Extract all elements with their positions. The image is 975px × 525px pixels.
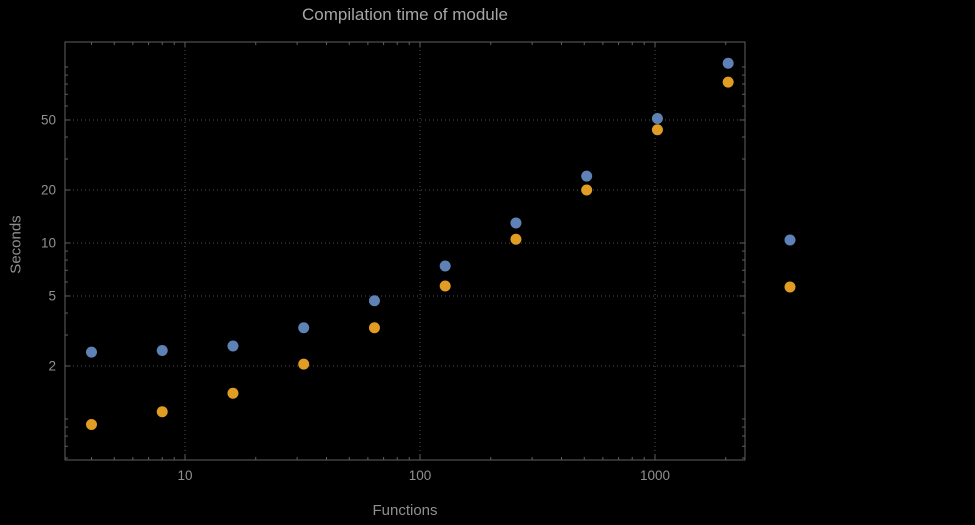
plot-frame <box>64 41 746 461</box>
data-point-blue <box>581 170 593 182</box>
data-point-orange <box>581 184 593 196</box>
data-point-blue <box>439 260 451 272</box>
data-point-orange <box>651 124 663 136</box>
y-tick-label: 10 <box>41 236 56 251</box>
data-point-orange <box>439 280 451 292</box>
x-tick-label: 100 <box>409 468 432 483</box>
legend-marker-blue <box>784 234 796 246</box>
data-point-blue <box>85 346 97 358</box>
data-point-blue <box>368 295 380 307</box>
chart-title: Compilation time of module <box>302 5 508 24</box>
data-point-blue <box>298 322 310 334</box>
x-tick-label: 1000 <box>640 468 670 483</box>
data-point-orange <box>156 406 168 418</box>
data-point-orange <box>227 387 239 399</box>
y-tick-label: 2 <box>48 359 56 374</box>
y-tick-label: 50 <box>41 112 56 127</box>
legend-marker-orange <box>784 281 796 293</box>
y-axis-label: Seconds <box>7 215 25 274</box>
data-point-blue <box>227 340 239 352</box>
data-point-blue <box>651 112 663 124</box>
data-point-orange <box>722 76 734 88</box>
data-point-blue <box>156 345 168 357</box>
data-point-orange <box>510 233 522 245</box>
x-tick-label: 10 <box>177 468 192 483</box>
data-point-blue <box>510 217 522 229</box>
y-tick-label: 20 <box>41 183 56 198</box>
y-tick-label: 5 <box>48 288 56 303</box>
data-point-blue <box>722 57 734 69</box>
data-point-orange <box>85 419 97 431</box>
data-point-orange <box>368 322 380 334</box>
x-axis-label: Functions <box>372 502 438 519</box>
data-point-orange <box>298 358 310 370</box>
